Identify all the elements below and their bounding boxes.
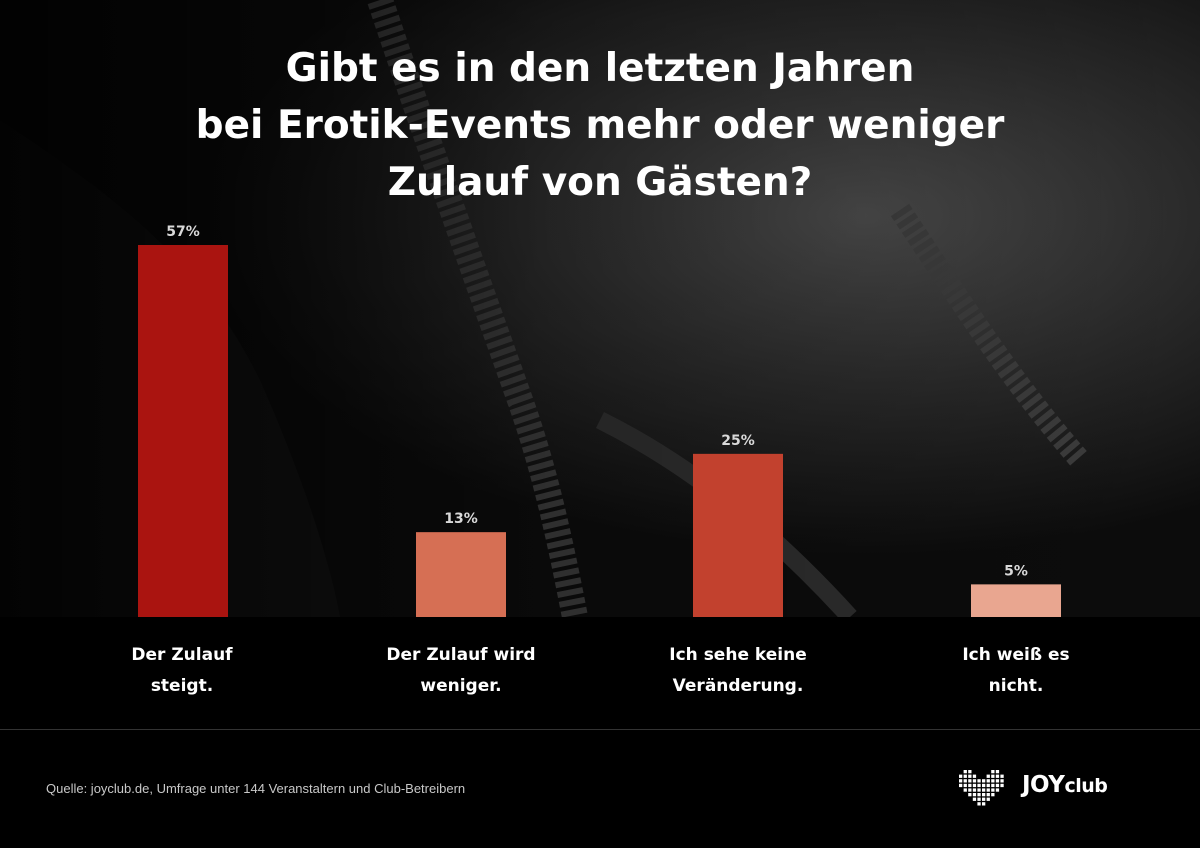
category-label: Der Zulauf steigt. — [72, 640, 292, 702]
category-label: Ich weiß es nicht. — [906, 640, 1126, 702]
category-label-line: Veränderung. — [672, 676, 804, 696]
data-label: 5% — [1004, 563, 1028, 579]
footer-divider — [0, 729, 1200, 730]
logo-wordmark-main: JOY — [1022, 772, 1065, 798]
title-line: Gibt es in den letzten Jahren — [285, 46, 915, 91]
bar-chart: 57% 13% 25% 5% — [138, 224, 1061, 617]
category-label-line: nicht. — [988, 676, 1044, 696]
chart-title: Gibt es in den letzten Jahren bei Erotik… — [0, 40, 1200, 211]
category-label-line: Ich sehe keine — [669, 645, 807, 665]
category-label: Ich sehe keine Veränderung. — [628, 640, 848, 702]
category-label-line: Ich weiß es — [962, 645, 1070, 665]
title-line: bei Erotik-Events mehr oder weniger — [195, 103, 1005, 148]
category-label: Der Zulauf wird weniger. — [351, 640, 571, 702]
category-label-line: Der Zulauf — [131, 645, 233, 665]
bar — [138, 245, 228, 617]
joyclub-logo: JOYclub — [958, 766, 1168, 810]
bar — [971, 584, 1061, 617]
source-note: Quelle: joyclub.de, Umfrage unter 144 Ve… — [46, 781, 466, 796]
category-label-line: steigt. — [150, 676, 214, 696]
bar — [416, 532, 506, 617]
data-label: 13% — [444, 511, 478, 527]
bar — [693, 453, 783, 617]
logo-wordmark-sub: club — [1064, 775, 1108, 797]
pixel-heart-icon — [959, 770, 1004, 806]
data-label: 25% — [721, 433, 755, 449]
logo-wordmark: JOYclub — [1022, 772, 1108, 798]
data-label: 57% — [166, 224, 200, 240]
category-label-line: weniger. — [420, 676, 502, 696]
title-line: Zulauf von Gästen? — [387, 160, 813, 205]
category-label-line: Der Zulauf wird — [386, 645, 536, 665]
